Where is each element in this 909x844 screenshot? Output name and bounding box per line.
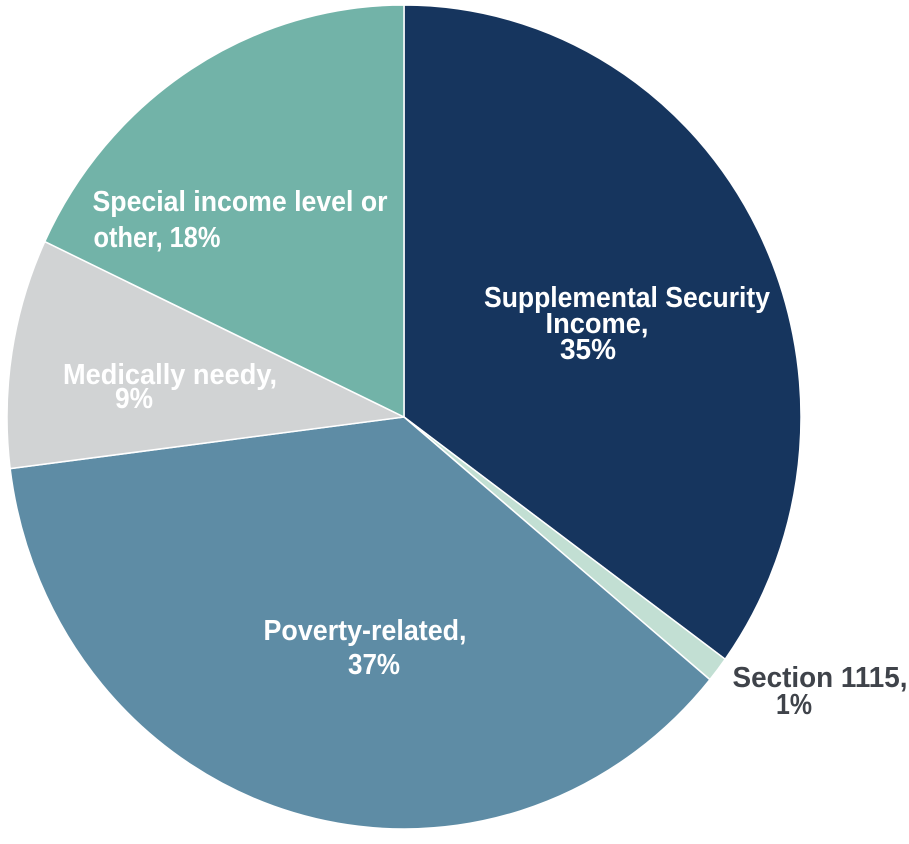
pie-label-section-1115-line-2: 1% — [776, 689, 812, 721]
pie-label-supplemental-security-income-line-2: Income, — [546, 308, 649, 340]
pie-label-supplemental-security-income-line-3: 35% — [560, 334, 616, 366]
pie-slice-medically-needy — [6, 240, 405, 470]
pie-label-medically-needy-line-2: 9% — [115, 383, 153, 415]
pie-label-section-1115-line-1: Section 1115, — [733, 662, 908, 694]
pie-slice-supplemental-security-income — [403, 4, 802, 660]
pie-label-medically-needy-line-1: Medically needy, — [63, 359, 277, 391]
pie-slice-special-income-level-or-other — [44, 4, 405, 418]
pie-label-special-income-level-or-other-line-2: other, 18% — [94, 222, 221, 254]
pie-label-supplemental-security-income-line-1: Supplemental Security — [484, 282, 770, 314]
pie-slice-poverty-related — [9, 416, 711, 830]
pie-label-poverty-related-line-2: 37% — [348, 649, 400, 681]
pie-label-special-income-level-or-other-line-1: Special income level or — [93, 186, 388, 218]
pie-label-poverty-related-line-1: Poverty-related, — [264, 615, 467, 647]
